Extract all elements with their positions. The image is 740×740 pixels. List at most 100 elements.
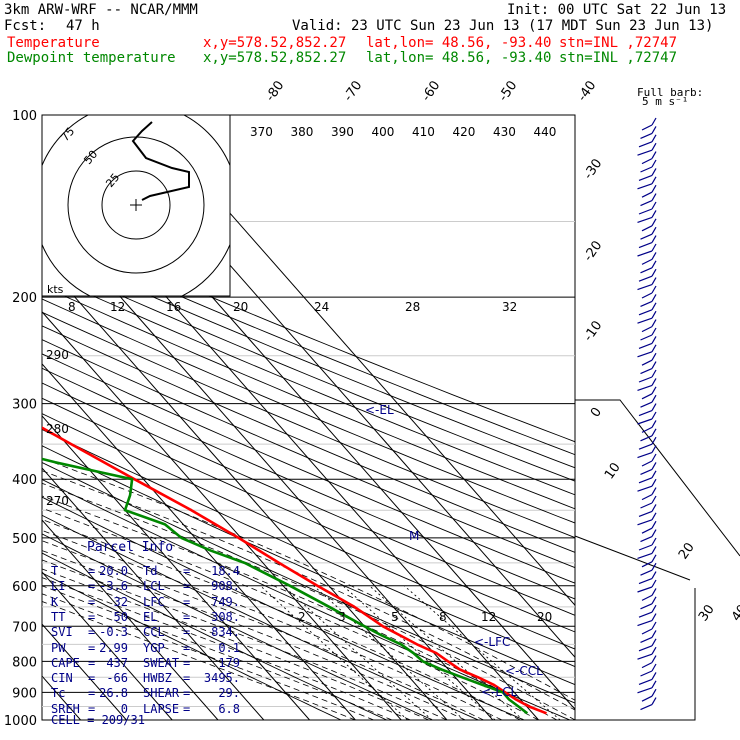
pressure-label-700: 700 [12,620,37,635]
wind-barb-flag [651,184,657,193]
dry-adiabat [42,478,571,720]
dry-adiabat [42,339,575,569]
parcel-equals: = [183,655,191,670]
mixing-ratio-label: 8 [439,610,447,624]
mixing-ratio-20 [403,585,561,720]
pressure-label-200: 200 [12,291,37,306]
wind-barb [637,653,653,660]
wind-barb-flag [651,470,657,479]
wind-barb-flag [651,638,657,647]
wind-barb-flag [651,411,657,420]
parcel-key: TT [51,609,66,624]
parcel-key: CIN [51,671,73,686]
legend-temperature: Temperature [7,35,100,51]
pressure-label-900: 900 [12,686,37,701]
wind-barb [640,569,653,576]
dry-adiabat [42,397,575,633]
wind-barb-flag [651,495,657,504]
parcel-value: 2.99 [99,640,128,655]
dry-adiabat [42,572,342,720]
isotherm-label: -50 [496,78,520,104]
wind-barb [637,586,653,593]
wind-barb [637,284,653,291]
wind-barb [641,326,653,333]
moist-adiabat [42,559,448,720]
m-label: M [409,529,419,543]
forecast-hour: 47 h [66,18,100,34]
wind-barb [640,200,653,207]
wind-barb [637,384,653,391]
wind-barb-flag [651,403,657,411]
parcel-key: SREH [51,701,80,716]
wind-barb [637,552,653,559]
mixing-ratio-5 [313,585,465,720]
wind-barb [641,158,653,165]
theta-label: 440 [534,125,557,139]
parcel-equals: = [88,564,96,578]
parcel-equals: = [88,640,96,655]
parcel-equals: = [183,625,191,640]
dry-adiabat [42,272,575,496]
wind-barb [641,225,653,232]
wind-barb [638,242,653,249]
theta-label: 400 [372,125,395,139]
wind-barb [637,519,653,526]
isotherm-label: -30 [581,156,605,182]
hodograph-ring [101,170,171,240]
dry-adiabat [42,445,575,686]
parcel-value: 179 [218,655,240,670]
wind-barb [640,368,653,375]
theta-label: 390 [331,125,354,139]
lfc-label: <-LFC [474,635,510,649]
wind-barb-flag [651,243,657,252]
wind-barb-flag [651,159,657,168]
isotherm-label: -80 [263,78,287,104]
parcel-value: 834. [211,625,240,640]
temperature-line [42,426,547,715]
wind-barb-flag [651,504,657,512]
wind-barb-flag [651,252,657,260]
wind-barb [641,494,653,501]
parcel-value: -0.3 [99,625,128,640]
wind-barb [638,443,653,450]
wind-barb-flag [651,142,657,151]
wind-barb [640,536,653,543]
wind-barb [637,418,653,425]
dry-adiabat [42,311,575,539]
parcel-equals: = [88,655,96,670]
theta-left-label: 280 [46,422,69,436]
wind-barb-flag [651,126,657,134]
pressure-label-800: 800 [12,655,37,670]
theta-label: 420 [453,125,476,139]
wind-barb-flag [651,537,657,546]
isotherm-label: -70 [341,78,365,104]
wind-barb [637,452,653,459]
valid-time: Valid: 23 UTC Sun 23 Jun 13 (17 MDT Sun … [292,18,714,34]
moist-adiabat [42,495,558,720]
parcel-key: T [51,564,59,578]
parcel-equals: = [88,609,96,624]
wind-barb [641,695,653,702]
dry-adiabats [42,224,575,720]
wind-barb-flag [651,512,657,521]
wind-barb [638,208,653,215]
parcel-key: CCL [143,625,165,640]
pressure-label-400: 400 [12,473,37,488]
parcel-key: SWEAT [143,655,180,670]
wind-barb-flag [651,428,657,437]
wind-barb [638,510,653,517]
theta-label: 430 [493,125,516,139]
wind-barb [640,502,653,509]
dry-adiabat [42,429,575,668]
isotherm-label: 20 [676,540,698,562]
theta-left-label: 270 [46,494,69,508]
moist-adiabat [42,529,503,720]
wind-barb-flag [651,361,657,369]
wind-barb-flag [651,621,657,630]
parcel-key: EL [143,609,158,624]
wind-barb [638,645,653,652]
parcel-title: Parcel Info [87,540,174,555]
dry-adiabat [42,298,575,524]
